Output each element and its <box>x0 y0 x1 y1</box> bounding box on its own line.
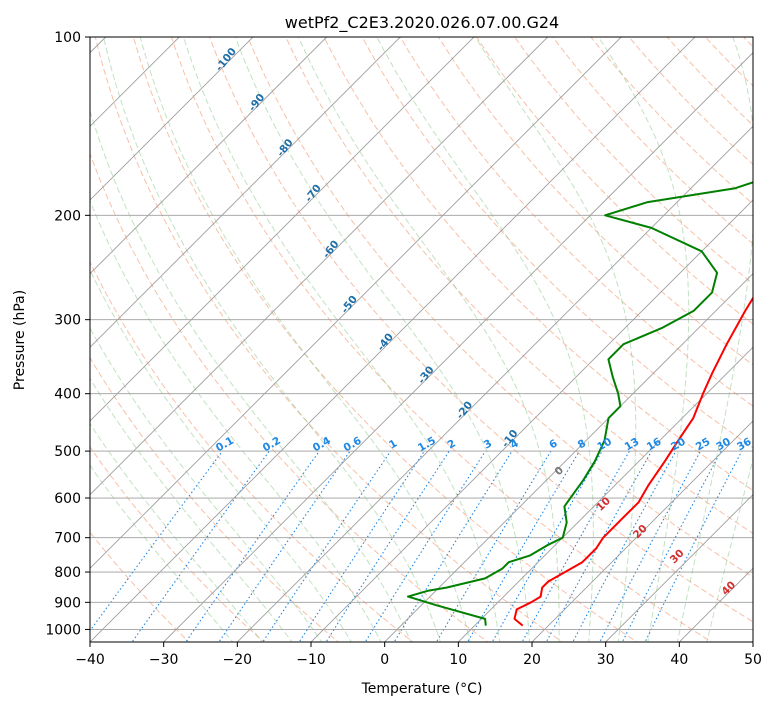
isotherm-line <box>383 273 753 642</box>
y-tick-label: 100 <box>54 30 81 46</box>
isotherm-line <box>90 37 696 642</box>
axis-ticks: −40 −30 −20 −10 0 10 20 30 40 50 100 200 300 400 500 60… <box>45 30 762 668</box>
y-tick-label: 800 <box>54 565 81 581</box>
isotherm-line <box>90 37 328 275</box>
moist-adiabat <box>90 377 293 642</box>
isotherm-line <box>90 37 254 201</box>
y-tick-label: 700 <box>54 531 81 547</box>
isotherm-line <box>90 37 475 422</box>
isotherm-line <box>90 37 549 496</box>
x-tick-label: 30 <box>597 652 615 668</box>
y-tick-label: 400 <box>54 387 81 403</box>
isotherm-line <box>457 346 753 642</box>
x-tick-label: −20 <box>223 652 253 668</box>
dry-adiabat <box>476 37 753 325</box>
dry-adiabat <box>285 37 753 535</box>
dry-adiabat <box>323 37 753 491</box>
moist-adiabat <box>139 37 471 642</box>
isotherm-line <box>90 37 622 569</box>
isotherm-line <box>531 420 753 642</box>
mixing-ratio-line <box>298 450 425 642</box>
y-axis-title: Pressure (hPa) <box>12 290 28 390</box>
moist-adiabat <box>298 37 560 642</box>
isotherm-line <box>236 125 753 642</box>
mixing-ratio-line <box>599 450 701 642</box>
y-tick-label: 200 <box>54 208 81 224</box>
y-tick-label: 1000 <box>45 622 81 638</box>
sounding-profiles <box>407 181 753 627</box>
mixing-ratio-line <box>325 450 450 642</box>
mixing-ratio-line <box>393 450 513 642</box>
x-tick-label: 20 <box>523 652 541 668</box>
mixing-ratio-line <box>466 450 580 642</box>
y-tick-label: 500 <box>54 444 81 460</box>
x-axis-title: Temperature (°C) <box>361 681 483 697</box>
x-tick-label: 10 <box>449 652 467 668</box>
moist-adiabat <box>474 37 637 642</box>
isotherm-line <box>310 199 753 642</box>
moist-adiabat <box>376 37 594 642</box>
y-tick-label: 900 <box>54 595 81 611</box>
plot-frame <box>89 36 754 643</box>
moist-adiabat <box>90 327 323 642</box>
x-tick-label: −10 <box>296 652 326 668</box>
mixing-ratio-line <box>262 450 392 642</box>
isotherm-line <box>162 52 753 642</box>
isotherm-line <box>604 493 753 642</box>
moist-adiabat <box>103 37 441 642</box>
x-tick-label: 0 <box>380 652 389 668</box>
mixing-ratio-line <box>572 450 677 642</box>
dry-adiabat <box>361 37 753 449</box>
isotherm-line <box>90 37 401 348</box>
dry-adiabat <box>247 37 753 578</box>
mixing-ratio-line <box>621 450 722 642</box>
y-tick-label: 300 <box>54 313 81 329</box>
y-tick-label: 600 <box>54 491 81 507</box>
background-lines <box>90 37 753 642</box>
chart-title: wetPf2_C2E3.2020.026.07.00.G24 <box>285 13 559 33</box>
mixing-ratio-line <box>218 450 351 642</box>
grid-lines <box>90 37 753 642</box>
temperature-profile <box>513 296 753 627</box>
dry-adiabat <box>514 37 753 285</box>
mixing-ratio-line <box>185 450 320 642</box>
dewpoint-profile <box>407 181 753 626</box>
x-tick-label: −30 <box>149 652 179 668</box>
mixing-ratio-line <box>131 450 270 642</box>
x-tick-label: 40 <box>670 652 688 668</box>
moist-adiabat <box>676 37 753 642</box>
x-tick-label: −40 <box>75 652 105 668</box>
moist-adiabat <box>598 37 690 642</box>
mixing-ratio-line <box>364 450 486 642</box>
dry-adiabat <box>170 37 713 642</box>
dry-adiabat <box>90 152 489 642</box>
dry-adiabat <box>209 37 753 623</box>
mixing-ratio-line <box>90 450 223 632</box>
mixing-ratio-label: 36 <box>735 436 754 454</box>
moist-adiabat <box>183 37 501 642</box>
dry-adiabat <box>399 37 753 407</box>
x-tick-label: 50 <box>744 652 762 668</box>
